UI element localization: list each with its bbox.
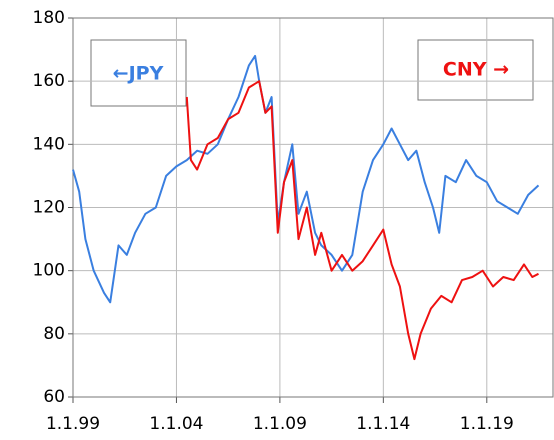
y-tick-label: 160 xyxy=(33,71,65,91)
legend-label: CNY → xyxy=(443,59,509,81)
y-tick-label: 80 xyxy=(43,324,65,344)
plot-frame xyxy=(72,17,554,398)
legend-label: ←JPY xyxy=(113,63,164,85)
x-tick-label: 1.1.09 xyxy=(253,414,307,434)
legend-box xyxy=(90,39,187,107)
y-tick-label: 140 xyxy=(33,134,65,154)
y-tick-label: 100 xyxy=(33,261,65,281)
y-tick-label: 120 xyxy=(33,198,65,218)
series-line xyxy=(185,80,539,361)
y-tick-label: 60 xyxy=(43,387,65,407)
x-tick-label: 1.1.14 xyxy=(356,414,410,434)
y-tick-label: 180 xyxy=(33,8,65,28)
x-tick-label: 1.1.99 xyxy=(46,414,100,434)
legend-box xyxy=(417,39,534,101)
series-line xyxy=(72,54,540,304)
x-tick-label: 1.1.04 xyxy=(149,414,203,434)
x-tick-label: 1.1.19 xyxy=(460,414,514,434)
